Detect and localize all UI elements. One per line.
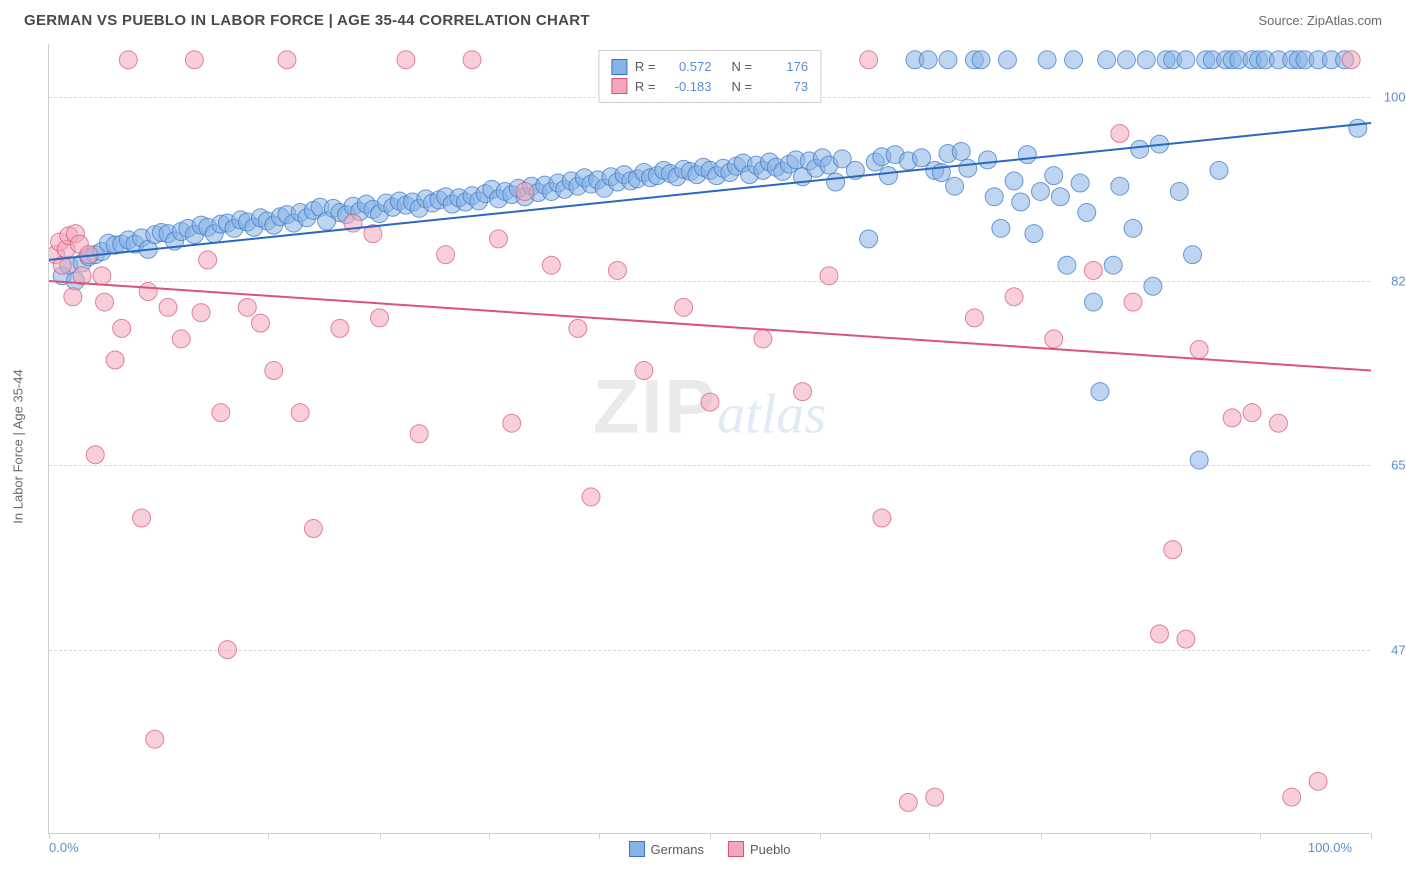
y-tick-label: 47.5% <box>1391 642 1406 657</box>
stats-swatch <box>611 59 627 75</box>
stats-row: R = 0.572 N = 176 <box>611 57 808 77</box>
chart-header: GERMAN VS PUEBLO IN LABOR FORCE | AGE 35… <box>0 0 1406 37</box>
chart-container: In Labor Force | Age 35-44 ZIPatlas 47.5… <box>48 44 1388 834</box>
stats-n-value: 176 <box>760 57 808 77</box>
stats-r-label: R = <box>635 57 656 77</box>
stats-r-value: -0.183 <box>664 77 712 97</box>
y-axis-label: In Labor Force | Age 35-44 <box>11 369 26 523</box>
y-tick-label: 100.0% <box>1384 89 1406 104</box>
stats-r-value: 0.572 <box>664 57 712 77</box>
y-tick-label: 65.0% <box>1391 458 1406 473</box>
stats-r-label: R = <box>635 77 656 97</box>
chart-title: GERMAN VS PUEBLO IN LABOR FORCE | AGE 35… <box>24 12 590 29</box>
stats-swatch <box>611 78 627 94</box>
chart-source: Source: ZipAtlas.com <box>1258 13 1382 28</box>
stats-row: R = -0.183 N = 73 <box>611 77 808 97</box>
legend-label: Pueblo <box>750 842 790 857</box>
legend-item: Germans <box>629 841 704 857</box>
legend-label: Germans <box>651 842 704 857</box>
legend-swatch <box>629 841 645 857</box>
regression-line <box>49 123 1371 260</box>
stats-n-label: N = <box>732 77 753 97</box>
stats-box: R = 0.572 N = 176 R = -0.183 N = 73 <box>598 50 821 103</box>
legend-item: Pueblo <box>728 841 790 857</box>
x-max-label: 100.0% <box>1308 840 1352 855</box>
regression-line <box>49 281 1371 371</box>
stats-n-value: 73 <box>760 77 808 97</box>
y-tick-label: 82.5% <box>1391 274 1406 289</box>
x-origin-label: 0.0% <box>49 840 79 855</box>
regression-lines <box>49 44 1371 834</box>
plot-area: ZIPatlas 47.5%65.0%82.5%100.0% R =0.572N… <box>48 44 1370 834</box>
x-tick <box>1371 833 1372 839</box>
legend-swatch <box>728 841 744 857</box>
stats-n-label: N = <box>732 57 753 77</box>
legend: Germans Pueblo <box>629 841 791 857</box>
